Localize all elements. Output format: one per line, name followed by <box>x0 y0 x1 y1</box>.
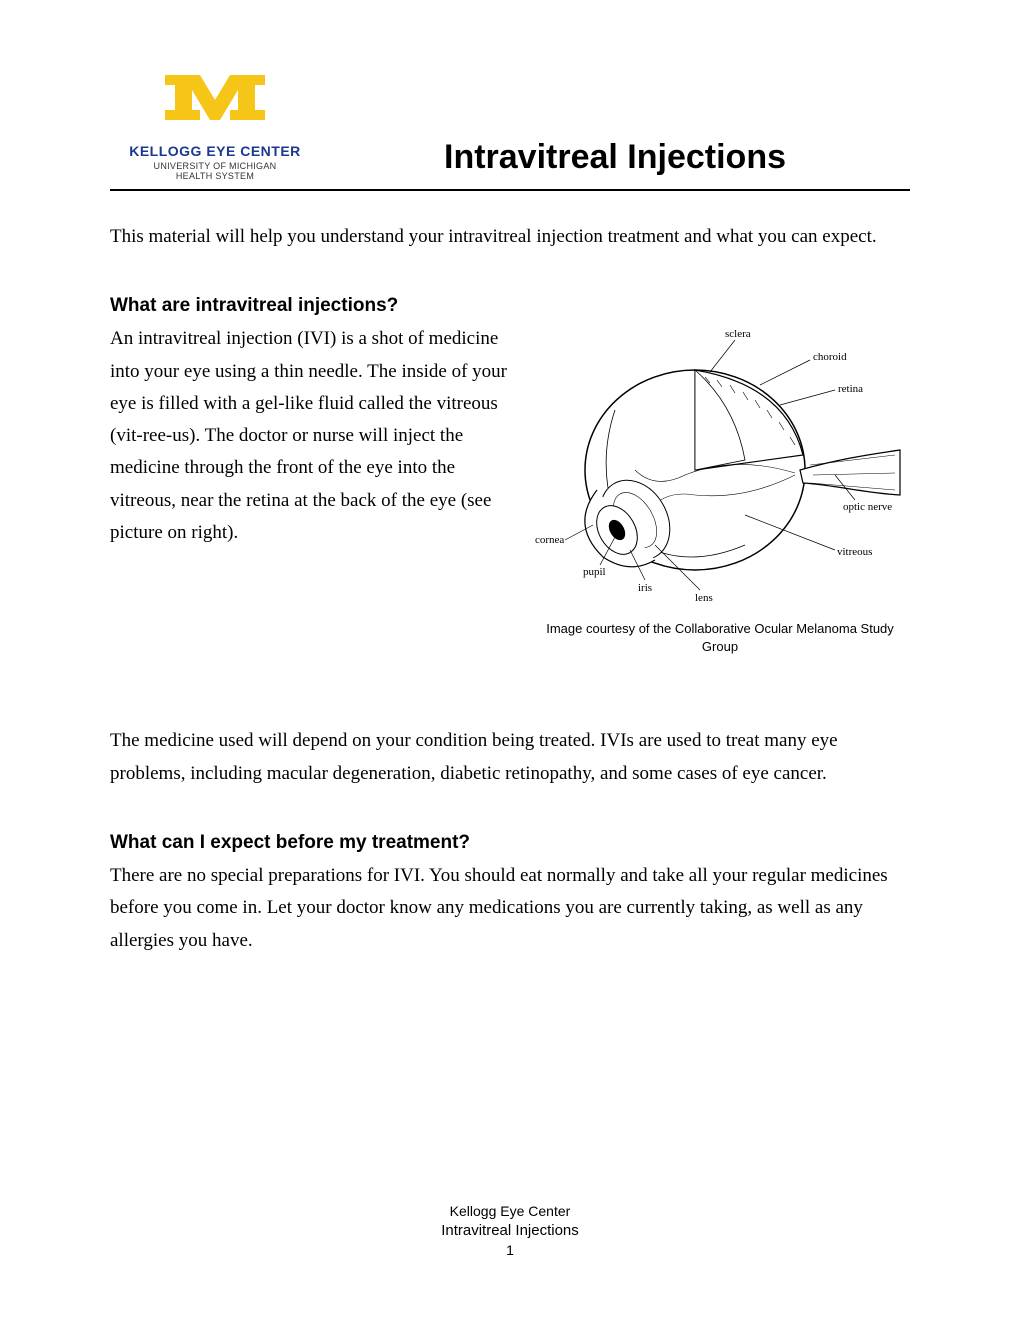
eye-diagram-block: sclera choroid retina optic nerve vitreo… <box>530 295 910 655</box>
logo-org-name: KELLOGG EYE CENTER <box>110 143 320 159</box>
logo-sub2: HEALTH SYSTEM <box>110 171 320 181</box>
section-2-heading: What can I expect before my treatment? <box>110 832 910 854</box>
section-2-body: There are no special preparations for IV… <box>110 860 910 957</box>
label-pupil: pupil <box>583 566 606 578</box>
label-sclera: sclera <box>725 328 751 340</box>
logo-sub1: UNIVERSITY OF MICHIGAN <box>110 161 320 171</box>
label-iris: iris <box>638 582 652 594</box>
paragraph-2: The medicine used will depend on your co… <box>110 725 910 790</box>
footer: Kellogg Eye Center Intravitreal Injectio… <box>0 1202 1020 1260</box>
section-1: What are intravitreal injections? An int… <box>110 295 910 655</box>
logo-block: KELLOGG EYE CENTER UNIVERSITY OF MICHIGA… <box>110 70 320 181</box>
page-title: Intravitreal Injections <box>444 138 786 176</box>
label-choroid: choroid <box>813 351 847 363</box>
section-2: What can I expect before my treatment? T… <box>110 832 910 957</box>
page: KELLOGG EYE CENTER UNIVERSITY OF MICHIGA… <box>0 0 1020 1320</box>
footer-line-2: Intravitreal Injections <box>0 1221 1020 1241</box>
label-vitreous: vitreous <box>837 546 872 558</box>
footer-page-number: 1 <box>0 1241 1020 1260</box>
header: KELLOGG EYE CENTER UNIVERSITY OF MICHIGA… <box>110 70 910 191</box>
label-optic-nerve: optic nerve <box>843 501 892 513</box>
label-cornea: cornea <box>535 534 564 546</box>
section-1-body: An intravitreal injection (IVI) is a sho… <box>110 323 510 549</box>
section-1-text: What are intravitreal injections? An int… <box>110 295 510 549</box>
label-lens: lens <box>695 592 713 604</box>
label-retina: retina <box>838 383 863 395</box>
eye-anatomy-diagram: sclera choroid retina optic nerve vitreo… <box>535 325 905 605</box>
footer-line-1: Kellogg Eye Center <box>0 1202 1020 1221</box>
michigan-m-icon <box>160 70 270 130</box>
title-block: Intravitreal Injections <box>320 138 910 181</box>
section-1-heading: What are intravitreal injections? <box>110 295 510 317</box>
intro-paragraph: This material will help you understand y… <box>110 221 910 253</box>
diagram-caption: Image courtesy of the Collaborative Ocul… <box>530 620 910 655</box>
